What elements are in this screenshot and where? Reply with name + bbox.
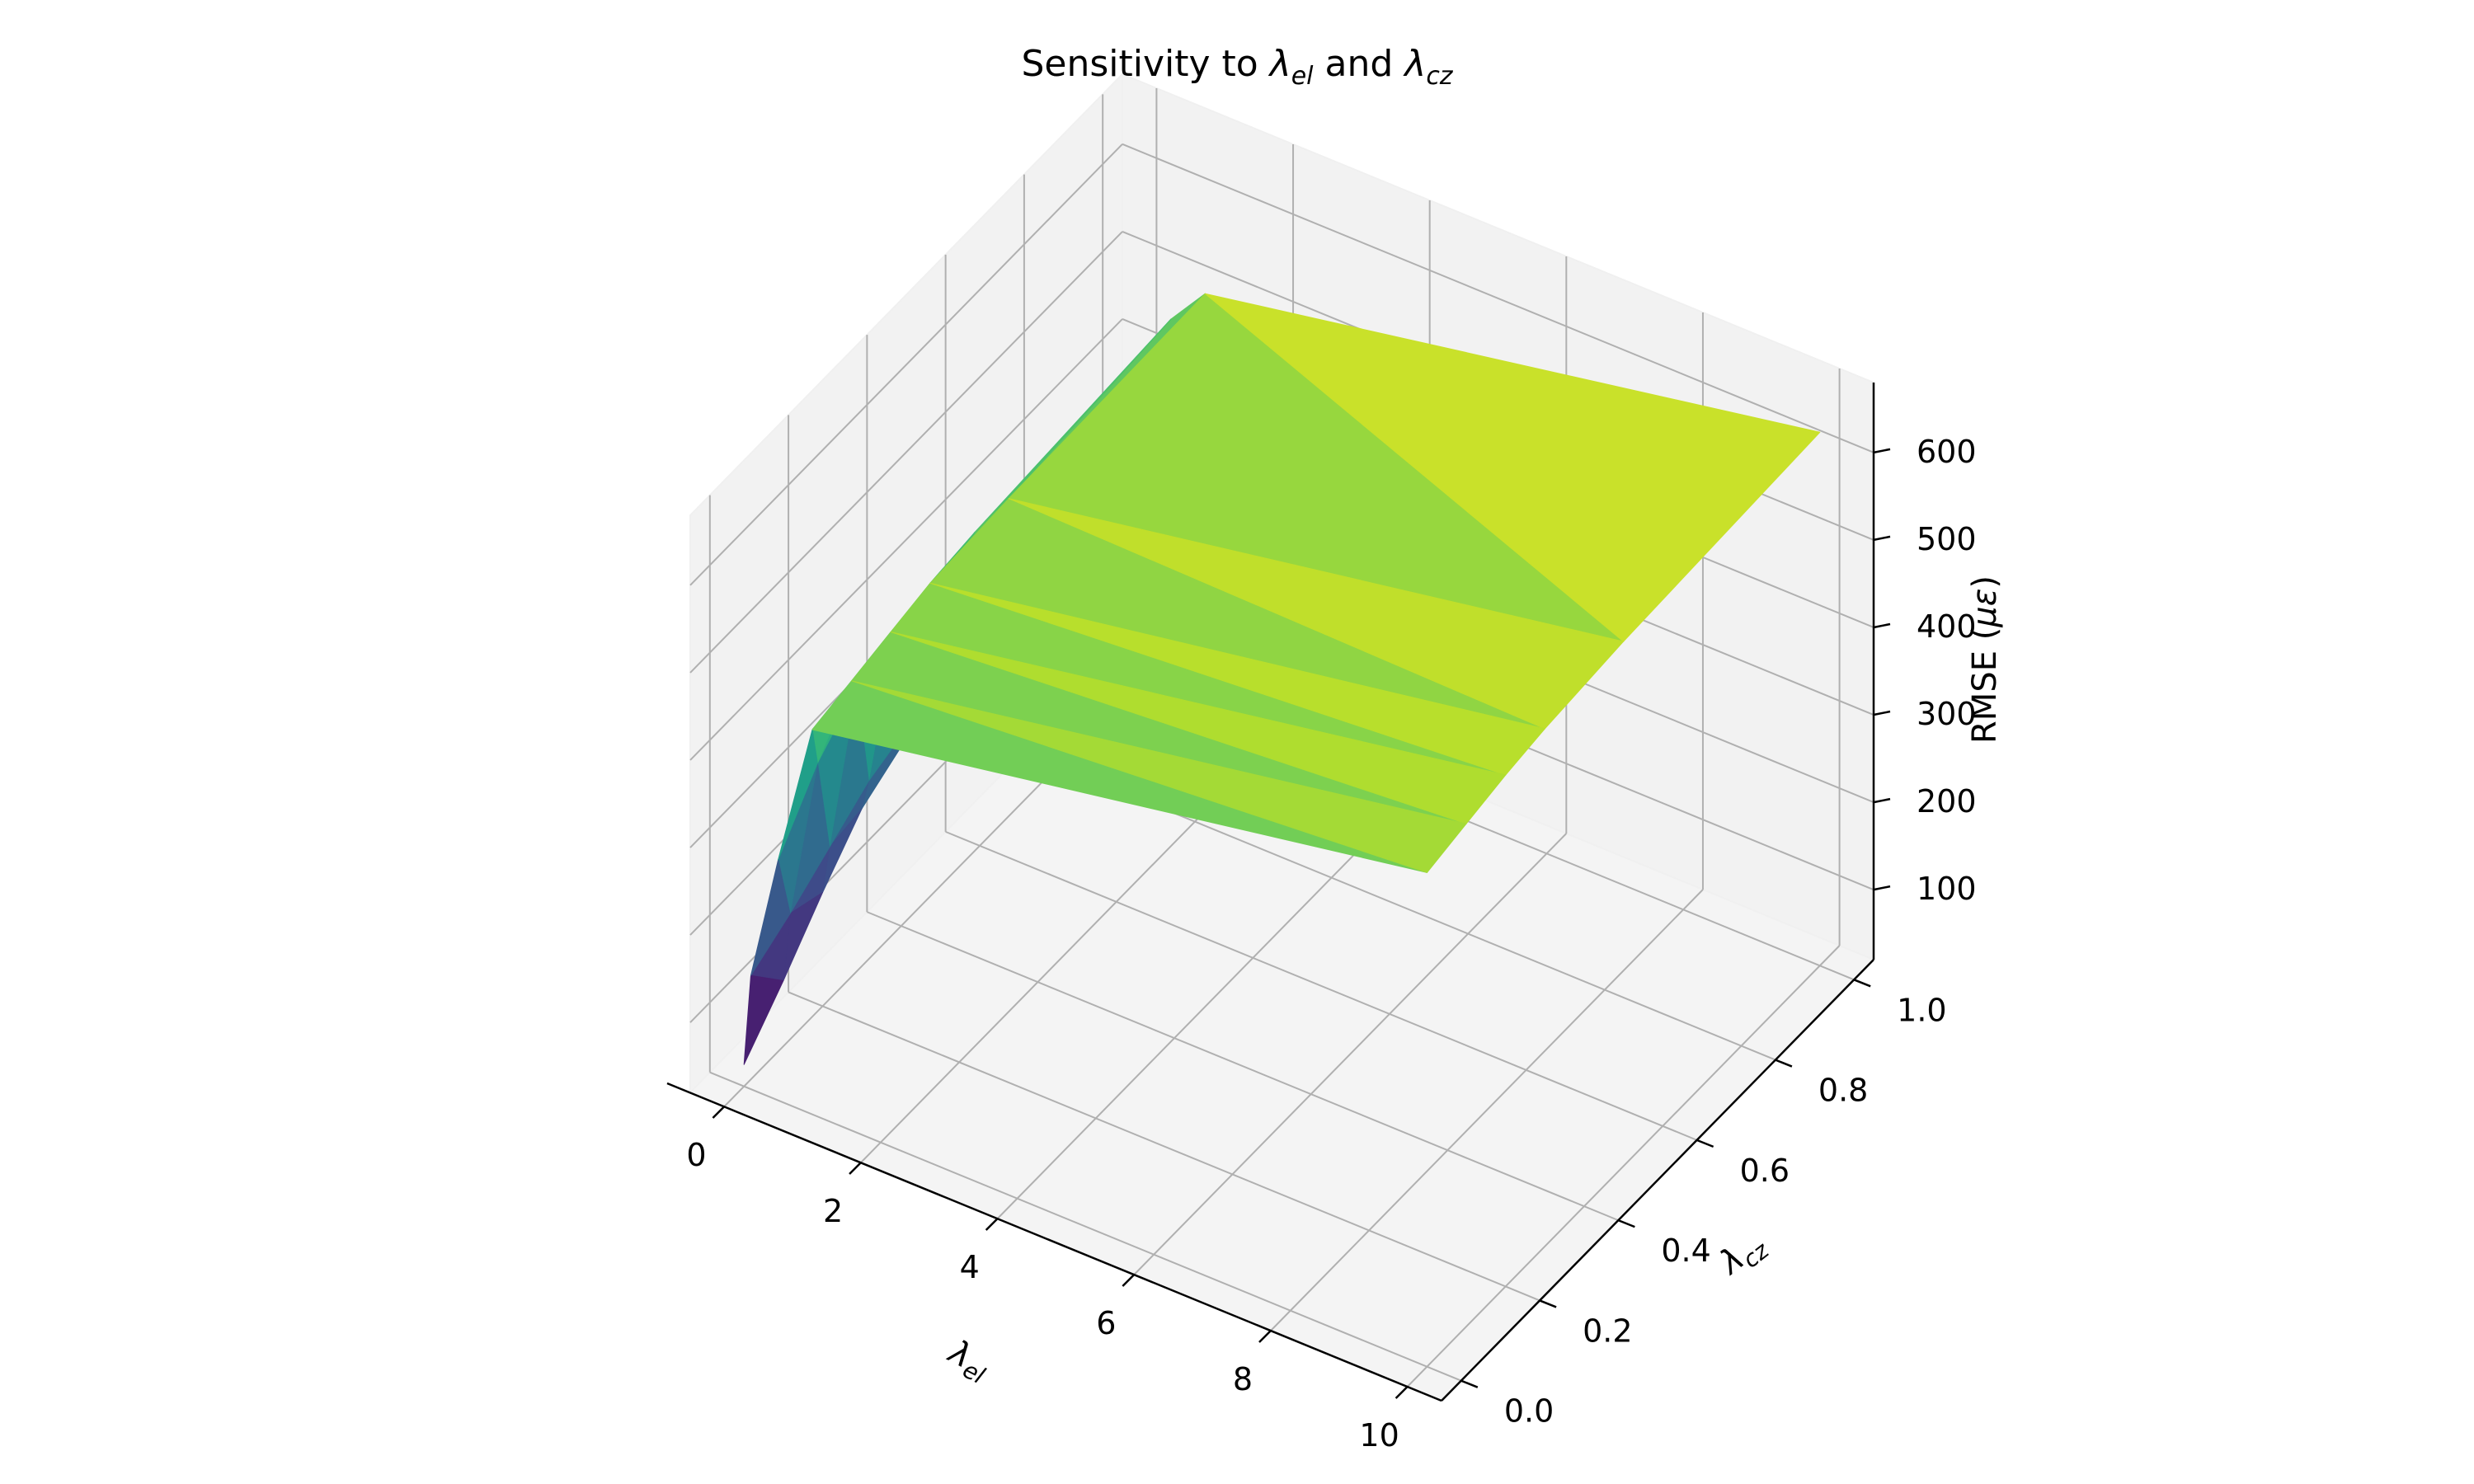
chart-title: Sensitivity to λel and λcz	[1021, 43, 1453, 91]
axis-lines	[666, 383, 1875, 1402]
tick-labels: 0 2 4 6 8 10 0.0 0.2 0.4 0.6 0.8 1.0 100 200 300 400 500…	[686, 434, 1976, 1453]
x-tick-mark	[1122, 1274, 1136, 1287]
grid-line-y-floor	[945, 830, 1698, 1141]
y-tick-label: 0.2	[1583, 1313, 1632, 1349]
y-tick-mark	[1617, 1219, 1635, 1228]
x-tick-mark	[985, 1218, 999, 1231]
z-tick-mark	[1873, 797, 1891, 804]
y-axis-line	[1441, 959, 1874, 1402]
surface-facet	[778, 729, 818, 861]
title-middle: and	[1314, 43, 1405, 85]
z-tick-label: 100	[1917, 871, 1977, 907]
x-tick-mark	[1395, 1386, 1409, 1399]
z-tick-label: 200	[1917, 783, 1977, 819]
y-axis-label: λcz	[1711, 1223, 1775, 1286]
grid-line-z-left	[689, 231, 1123, 674]
grid-line-z-back	[1122, 143, 1874, 453]
y-tick-label: 0.0	[1504, 1393, 1554, 1430]
z-tick-mark	[1873, 885, 1891, 891]
x-axis-label: λel	[939, 1332, 996, 1389]
x-tick-mark	[712, 1106, 726, 1119]
z-tick-label: 300	[1917, 696, 1977, 732]
y-tick-mark	[1853, 979, 1871, 988]
grid-line-y-floor	[709, 1071, 1462, 1382]
surface-facet	[851, 680, 1467, 873]
z-axis-label-text: RMSE (	[1966, 627, 2004, 744]
grid-line-z-left	[689, 318, 1123, 761]
x-axis-line	[666, 1082, 1442, 1402]
surface-facet	[929, 582, 1545, 776]
x-tick-label: 8	[1233, 1361, 1253, 1397]
y-tick-mark	[1539, 1299, 1557, 1308]
surface-facet	[890, 632, 1507, 824]
z-axis-label: RMSE (με)	[1966, 575, 2004, 744]
x-tick-label: 6	[1096, 1305, 1116, 1341]
x-tick-label: 0	[686, 1137, 706, 1173]
surface-facet	[743, 974, 784, 1065]
z-tick-label: 400	[1917, 608, 1977, 645]
surface-plot	[743, 293, 1821, 1065]
y-tick-mark	[1696, 1139, 1714, 1148]
x-tick-mark	[849, 1162, 862, 1175]
x-tick-label: 2	[823, 1193, 843, 1229]
y-tick-label: 0.8	[1818, 1073, 1868, 1109]
surface-facet	[1204, 293, 1821, 642]
grid-line-x-floor	[1270, 889, 1704, 1331]
grid-line-y-floor	[788, 991, 1540, 1302]
title-lambda-cz: λ	[1403, 43, 1426, 85]
z-tick-mark	[1873, 710, 1891, 716]
surface-facet	[1008, 498, 1625, 730]
y-tick-label: 1.0	[1897, 992, 1946, 1028]
y-tick-label: 0.6	[1740, 1153, 1790, 1189]
y-tick-label: 0.4	[1661, 1233, 1710, 1269]
y-tick-mark	[1460, 1379, 1479, 1388]
grid-line-x-floor	[1133, 833, 1568, 1275]
grid-line-x-floor	[1406, 945, 1841, 1388]
x-tick-mark	[1258, 1330, 1272, 1343]
z-axis-label-sym: με	[1966, 589, 2004, 628]
title-sub-cz: cz	[1426, 62, 1453, 91]
z-tick-mark	[1873, 448, 1891, 454]
y-tick-mark	[1775, 1059, 1793, 1068]
grid-line-z-left	[689, 143, 1123, 586]
x-tick-label: 4	[960, 1249, 980, 1285]
z-tick-label: 500	[1917, 521, 1977, 557]
z-tick-label: 600	[1917, 434, 1977, 470]
z-tick-mark	[1873, 622, 1891, 629]
surface-facet	[750, 859, 791, 976]
title-lambda-el: λ	[1268, 43, 1291, 85]
z-axis-label-end: )	[1966, 575, 2004, 589]
title-sub-el: el	[1291, 62, 1314, 91]
z-tick-mark	[1873, 535, 1891, 542]
x-tick-label: 10	[1359, 1417, 1399, 1453]
title-prefix: Sensitivity to	[1021, 43, 1269, 85]
grid-line-y-floor	[866, 911, 1619, 1222]
